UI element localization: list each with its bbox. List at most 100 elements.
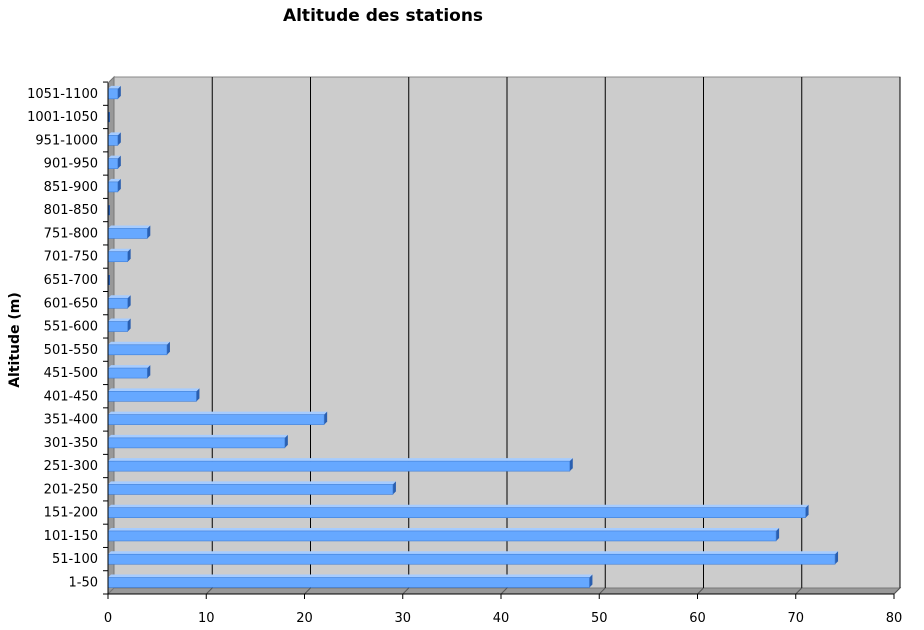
x-tick-label: 10 — [198, 611, 215, 626]
bar — [107, 391, 197, 402]
bar — [107, 437, 286, 449]
bar-top-face — [108, 225, 151, 229]
y-tick-label: 451-500 — [44, 366, 98, 381]
y-tick-label: 401-450 — [44, 389, 98, 404]
gridline-floor — [500, 587, 508, 595]
axes — [103, 81, 895, 599]
bar-top-face — [108, 85, 121, 89]
gridline-floor — [893, 587, 901, 595]
bar — [108, 274, 110, 285]
chart-title: Altitude des stations — [283, 6, 483, 26]
bar — [107, 530, 777, 542]
bar-side-face — [127, 295, 131, 309]
bar-side-face — [324, 411, 328, 425]
bar-side-face — [117, 85, 121, 99]
bar-side-face — [147, 365, 151, 379]
bar-top-face — [108, 132, 121, 136]
bar-top-face — [108, 504, 809, 508]
x-tick-labels: 0 10 20 30 40 50 60 70 80 — [104, 611, 902, 626]
y-tick-label: 1-50 — [68, 576, 98, 591]
x-tick-label: 0 — [104, 611, 112, 626]
bar-side-face — [776, 527, 780, 541]
y-tick-label: 701-750 — [44, 250, 98, 265]
gridline-floor — [598, 587, 606, 595]
y-tick-label: 951-1000 — [35, 133, 98, 148]
y-tick-label: 1051-1100 — [27, 87, 98, 102]
y-tick-label: 801-850 — [44, 203, 98, 218]
bar-top-face — [108, 527, 780, 531]
bar-top-face — [108, 481, 396, 485]
bar-top-face — [108, 341, 170, 345]
y-tick-label: 201-250 — [44, 482, 98, 497]
bar-top-face — [108, 434, 288, 438]
bar — [107, 414, 325, 425]
y-tick-label: 251-300 — [44, 459, 98, 474]
bar-side-face — [117, 132, 121, 146]
y-tick-label: 301-350 — [44, 436, 98, 451]
bar-side-face — [127, 248, 131, 262]
bar — [107, 507, 806, 518]
y-tick-label: 1001-1050 — [27, 110, 98, 125]
y-tick-label: 101-150 — [44, 529, 98, 544]
bars — [107, 85, 839, 588]
x-tick-label: 70 — [787, 611, 804, 626]
bar-top-face — [108, 574, 593, 578]
y-tick-label: 751-800 — [44, 226, 98, 241]
bar-side-face — [117, 178, 121, 192]
bar — [107, 484, 394, 495]
bar — [108, 205, 110, 216]
bar-top-face — [108, 458, 573, 462]
bar-side-face — [127, 318, 131, 332]
y-axis-title: Altitude (m) — [7, 292, 23, 388]
x-tick-label: 60 — [689, 611, 706, 626]
bar — [107, 297, 128, 309]
x-tick-label: 30 — [394, 611, 411, 626]
y-tick-label: 901-950 — [44, 157, 98, 172]
y-tick-label: 501-550 — [44, 343, 98, 358]
y-tick-label: 351-400 — [44, 413, 98, 428]
y-tick-label: 551-600 — [44, 320, 98, 335]
bar-top-face — [108, 295, 131, 299]
y-tick-label: 151-200 — [44, 506, 98, 521]
bar-top-face — [108, 248, 131, 252]
bar-side-face — [196, 388, 200, 402]
y-tick-label: 851-900 — [44, 180, 98, 195]
bar-top-face — [108, 318, 131, 322]
gridline-floor — [697, 587, 704, 595]
bar-side-face — [284, 434, 288, 448]
bar-side-face — [589, 574, 593, 588]
x-tick-label: 20 — [296, 611, 313, 626]
bar — [107, 321, 128, 332]
y-tick-label: 51-100 — [52, 552, 98, 567]
bar — [107, 577, 590, 588]
bar-side-face — [805, 504, 809, 518]
bar-top-face — [108, 155, 121, 159]
gridline-floor — [304, 587, 311, 595]
bar — [107, 553, 836, 565]
bar — [107, 367, 148, 379]
gridline-floor — [402, 587, 410, 595]
gridlines — [205, 77, 901, 595]
bar-side-face — [117, 155, 121, 169]
bar-top-face — [108, 551, 839, 555]
bar-side-face — [569, 458, 573, 472]
gridline-floor — [205, 587, 213, 595]
x-tick-label: 40 — [493, 611, 510, 626]
bar — [107, 158, 119, 169]
x-tick-label: 80 — [886, 611, 903, 626]
bar — [107, 181, 119, 193]
bar-top-face — [108, 365, 151, 369]
bar-top-face — [108, 411, 328, 415]
bar-side-face — [392, 481, 396, 495]
bar — [108, 112, 110, 123]
x-tick-label: 50 — [591, 611, 608, 626]
bar — [107, 135, 119, 146]
bar-side-face — [147, 225, 151, 239]
bar — [107, 228, 148, 239]
bar — [107, 251, 128, 263]
gridline-floor — [795, 587, 803, 595]
bar — [107, 460, 571, 472]
bar-top-face — [108, 178, 121, 182]
bar-side-face — [166, 341, 170, 355]
y-tick-labels: 1-50 51-100 101-150 151-200 201-250 251-300 30… — [27, 87, 98, 591]
